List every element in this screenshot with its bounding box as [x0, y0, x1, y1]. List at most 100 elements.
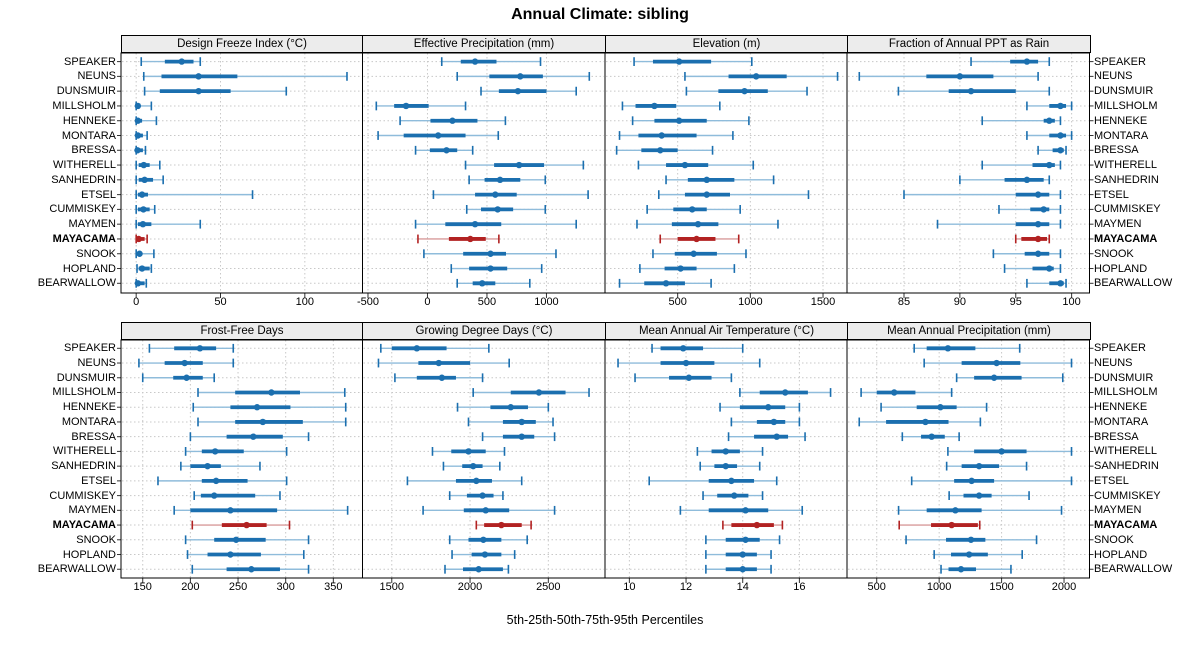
median-dot-neuns: [682, 359, 690, 367]
median-dot-etsel: [728, 477, 735, 485]
axis-tick-label: 1500: [379, 581, 404, 593]
median-dot-bearwallow: [479, 280, 486, 287]
median-dot-millsholm: [891, 389, 898, 396]
axis-tick-label: 2000: [1051, 581, 1077, 593]
median-dot-sanhedrin: [469, 462, 477, 470]
site-label-left-montara: MONTARA: [61, 129, 116, 142]
median-dot-speaker: [178, 58, 185, 65]
median-dot-speaker: [1023, 58, 1031, 65]
site-label-right-bearwallow: BEARWALLOW: [1094, 277, 1173, 290]
median-dot-maymen: [482, 507, 489, 514]
site-label-right-bearwallow: BEARWALLOW: [1094, 563, 1173, 576]
median-dot-witherell: [211, 448, 219, 455]
site-label-right-bressa: BRESSA: [1094, 430, 1139, 443]
strip-fraction-ppt-rain: Fraction of Annual PPT as Rain: [847, 35, 1091, 53]
site-label-left-cummiskey: CUMMISKEY: [49, 203, 116, 216]
site-label-right-neuns: NEUNS: [1094, 357, 1133, 370]
axis-tick-label: 85: [897, 296, 911, 308]
strip-mean-annual-precipitation: Mean Annual Precipitation (mm): [847, 322, 1091, 340]
median-dot-sanhedrin: [496, 176, 504, 184]
median-dot-hopland: [1046, 265, 1053, 272]
median-dot-snook: [742, 536, 749, 543]
median-dot-etsel: [1034, 191, 1042, 198]
median-dot-mayacama: [498, 521, 505, 529]
median-dot-etsel: [212, 477, 220, 485]
axis-tick-label: 500: [867, 581, 886, 593]
site-label-right-cummiskey: CUMMISKEY: [1094, 203, 1161, 216]
axis-tick-label: 0: [133, 296, 140, 308]
median-dot-bearwallow: [739, 566, 746, 573]
median-dot-montara: [658, 132, 665, 139]
median-dot-henneke: [134, 117, 142, 124]
median-dot-bressa: [657, 147, 664, 154]
median-dot-dunsmuir: [438, 374, 446, 381]
median-dot-montara: [518, 418, 525, 426]
median-dot-hopland: [481, 551, 489, 558]
panel-border: [362, 52, 606, 294]
median-dot-snook: [232, 536, 240, 543]
median-dot-neuns: [195, 73, 202, 80]
site-label-right-sanhedrin: SANHEDRIN: [1094, 460, 1159, 473]
median-dot-maymen: [471, 220, 479, 228]
median-dot-maymen: [227, 507, 234, 514]
median-dot-bearwallow: [475, 566, 482, 573]
median-dot-dunsmuir: [990, 374, 998, 381]
median-dot-hopland: [487, 265, 494, 272]
median-dot-montara: [434, 132, 442, 139]
median-dot-bressa: [134, 147, 141, 154]
median-dot-hopland: [965, 551, 973, 558]
axis-tick-label: 95: [1009, 296, 1022, 308]
site-label-right-maymen: MAYMEN: [1094, 218, 1142, 231]
strip-frost-free-days: Frost-Free Days: [121, 322, 363, 340]
median-dot-hopland: [138, 265, 146, 272]
median-dot-henneke: [449, 117, 456, 124]
median-dot-sanhedrin: [975, 462, 983, 470]
site-label-right-dunsmuir: DUNSMUIR: [1094, 85, 1154, 98]
median-dot-snook: [480, 536, 487, 543]
median-dot-dunsmuir: [195, 87, 202, 95]
site-label-left-hopland: HOPLAND: [62, 548, 116, 561]
median-dot-mayacama: [753, 521, 761, 529]
strip-mean-annual-air-temperature: Mean Annual Air Temperature (°C): [605, 322, 848, 340]
median-dot-etsel: [473, 477, 480, 485]
site-label-left-millsholm: MILLSHOLM: [52, 386, 116, 399]
site-label-right-maymen: MAYMEN: [1094, 504, 1142, 517]
site-label-right-snook: SNOOK: [1094, 533, 1134, 546]
percentiles-caption: 5th-25th-50th-75th-95th Percentiles: [506, 613, 704, 627]
median-dot-neuns: [181, 359, 188, 367]
axis-tick-label: -500: [356, 296, 379, 308]
median-dot-henneke: [765, 404, 772, 411]
site-label-left-neuns: NEUNS: [77, 70, 116, 83]
median-dot-witherell: [465, 448, 472, 455]
site-label-left-dunsmuir: DUNSMUIR: [56, 85, 116, 98]
median-dot-cummiskey: [479, 492, 486, 499]
median-dot-snook: [487, 250, 494, 257]
median-dot-cummiskey: [975, 492, 983, 499]
median-dot-etsel: [703, 191, 710, 198]
site-label-left-etsel: ETSEL: [81, 474, 116, 487]
median-dot-maymen: [1034, 220, 1042, 228]
site-label-right-montara: MONTARA: [1094, 415, 1149, 428]
median-dot-bearwallow: [957, 566, 965, 573]
median-dot-dunsmuir: [514, 87, 522, 95]
median-dot-maymen: [139, 220, 147, 228]
site-label-left-etsel: ETSEL: [81, 188, 116, 201]
site-label-left-henneke: HENNEKE: [62, 401, 116, 414]
site-label-left-bearwallow: BEARWALLOW: [37, 563, 116, 576]
site-label-left-speaker: SPEAKER: [64, 55, 116, 68]
site-label-right-cummiskey: CUMMISKEY: [1094, 489, 1161, 502]
median-dot-cummiskey: [731, 492, 738, 499]
site-label-left-henneke: HENNEKE: [62, 114, 116, 127]
median-dot-etsel: [492, 191, 499, 198]
median-dot-speaker: [471, 58, 479, 65]
median-dot-henneke: [1046, 117, 1053, 124]
site-label-left-maymen: MAYMEN: [68, 218, 116, 231]
site-label-right-hopland: HOPLAND: [1094, 548, 1148, 561]
median-dot-montara: [770, 418, 778, 426]
median-dot-snook: [136, 250, 143, 257]
median-dot-etsel: [968, 477, 975, 485]
site-label-right-sanhedrin: SANHEDRIN: [1094, 173, 1159, 186]
median-dot-hopland: [227, 551, 234, 558]
page-title: Annual Climate: sibling: [511, 6, 689, 23]
